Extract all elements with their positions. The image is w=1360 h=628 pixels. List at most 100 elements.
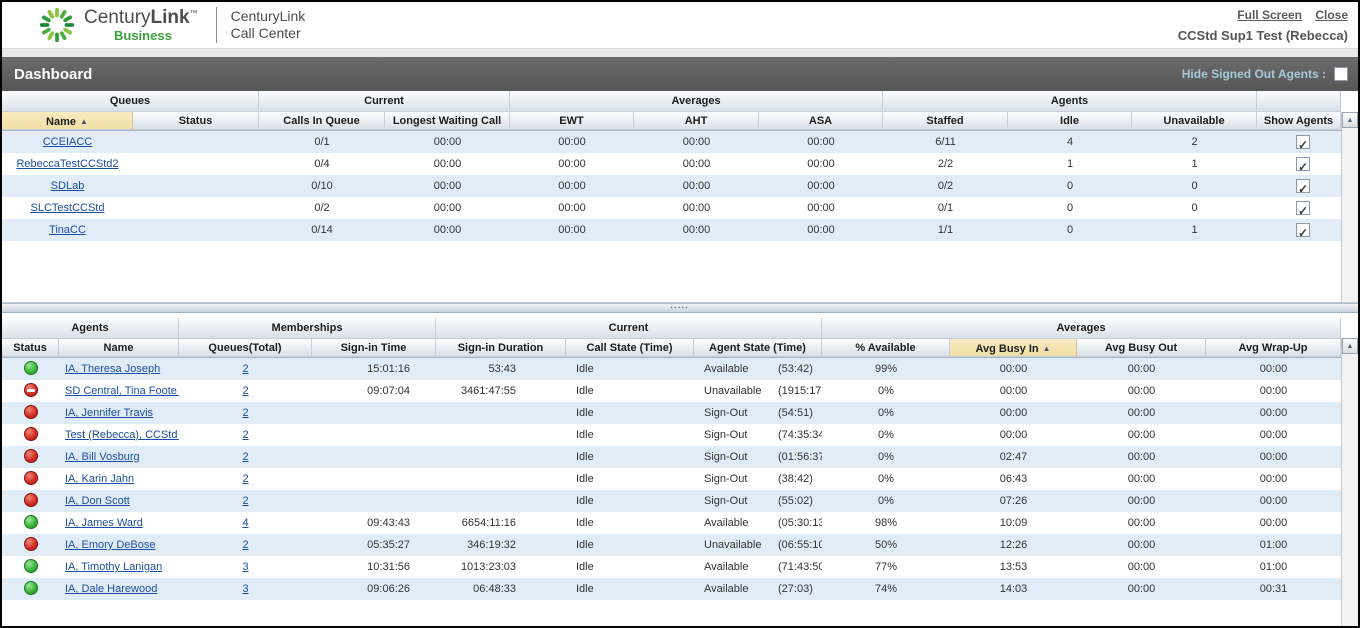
column-header-avg-busy-out[interactable]: Avg Busy Out	[1077, 339, 1206, 357]
column-header-avg-busy-in[interactable]: Avg Busy In ▲	[950, 339, 1077, 357]
column-header-agent-state[interactable]: Agent State (Time)	[694, 339, 822, 357]
agent-queues-link[interactable]: 2	[242, 451, 249, 463]
agent-queues-link[interactable]: 3	[242, 583, 249, 595]
agent-name-link[interactable]: Test (Rebecca), CCStd U	[65, 429, 179, 441]
agent-name-link[interactable]: SD Central, Tina Foote Pl	[65, 385, 179, 397]
agent-state-cell: Available(71:43:50)	[704, 561, 822, 573]
column-header-staffed[interactable]: Staffed	[883, 112, 1008, 130]
agent-queues-link[interactable]: 4	[242, 517, 249, 529]
agent-avg-wrap-up-cell: 00:00	[1259, 429, 1288, 441]
agent-avg-busy-out-cell: 00:00	[1127, 385, 1156, 397]
agent-avg-busy-in-cell: 00:00	[999, 385, 1028, 397]
column-header-idle[interactable]: Idle	[1008, 112, 1132, 130]
column-header-queues-total[interactable]: Queues(Total)	[179, 339, 312, 357]
agent-name-link[interactable]: IA, Jennifer Travis	[65, 407, 154, 419]
agent-queues-link[interactable]: 2	[242, 363, 249, 375]
column-header-call-state[interactable]: Call State (Time)	[566, 339, 694, 357]
queues-scrollbar[interactable]: ▲	[1341, 112, 1358, 302]
agent-name-link[interactable]: IA, James Ward	[65, 517, 143, 529]
agent-row: IA, Don Scott 2 Idle Sign-Out (55:02) 0% …	[2, 490, 1341, 512]
queue-ewt-cell: 00:00	[558, 136, 586, 148]
queue-asa-cell: 00:00	[807, 180, 835, 192]
agent-queues-link[interactable]: 2	[242, 473, 249, 485]
agent-avg-wrap-up-cell: 00:00	[1259, 451, 1288, 463]
agent-name-cell: SD Central, Tina Foote Pl	[59, 380, 179, 402]
column-header-pct-available[interactable]: % Available	[822, 339, 950, 357]
agent-name-link[interactable]: IA, Bill Vosburg	[65, 451, 140, 463]
queue-name-link[interactable]: SLCTestCCStd	[30, 202, 105, 214]
group-header-current: Current	[259, 91, 510, 112]
agent-avg-wrap-up-cell: 00:00	[1259, 495, 1288, 507]
agent-state-cell: Sign-Out(01:56:37)	[704, 451, 822, 463]
group-header-averages: Averages	[510, 91, 883, 112]
full-screen-link[interactable]: Full Screen	[1237, 7, 1302, 22]
agent-name-link[interactable]: IA, Don Scott	[65, 495, 130, 507]
column-header-unavailable[interactable]: Unavailable	[1132, 112, 1257, 130]
agent-name-link[interactable]: IA, Timothy Lanigan	[65, 561, 163, 573]
agent-signin-time-cell: 09:06:26	[367, 583, 410, 595]
hide-signed-out-checkbox[interactable]	[1334, 67, 1348, 81]
column-header-show-agents[interactable]: Show Agents	[1257, 112, 1341, 130]
agent-pct-available-cell: 99%	[874, 363, 898, 375]
pane-splitter[interactable]: ▪▪▪▪▪	[2, 303, 1358, 313]
agents-scrollbar[interactable]: ▲	[1341, 338, 1358, 626]
agent-status-icon	[23, 537, 38, 552]
agent-signin-duration-cell	[436, 446, 566, 468]
show-agents-checkbox[interactable]	[1296, 178, 1310, 197]
agent-queues-link[interactable]: 2	[242, 429, 249, 441]
agent-queues-link[interactable]: 2	[242, 407, 249, 419]
centurylink-starburst-icon	[39, 7, 75, 43]
queue-show-agents-cell	[1257, 153, 1341, 175]
column-header-signin-duration[interactable]: Sign-in Duration	[436, 339, 566, 357]
queue-aht-cell: 00:00	[682, 202, 711, 214]
show-agents-checkbox[interactable]	[1296, 134, 1310, 153]
column-header-signin-time[interactable]: Sign-in Time	[312, 339, 436, 357]
agent-avg-busy-in-cell: 10:09	[999, 517, 1028, 529]
agent-status-cell	[2, 512, 59, 534]
column-header-status[interactable]: Status	[133, 112, 259, 130]
agent-name-link[interactable]: IA, Emory DeBose	[65, 539, 156, 551]
agent-avg-wrap-up-cell: 00:00	[1259, 517, 1288, 529]
queue-name-link[interactable]: SDLab	[50, 180, 85, 192]
column-header-name[interactable]: Name ▲	[2, 112, 133, 130]
column-header-status[interactable]: Status	[2, 339, 59, 357]
agent-queues-link[interactable]: 3	[242, 561, 249, 573]
agent-avg-busy-in-cell: 12:26	[999, 539, 1028, 551]
agent-signin-duration-cell: 53:43	[488, 363, 516, 375]
column-header-name[interactable]: Name	[59, 339, 179, 357]
agent-name-link[interactable]: IA, Karin Jahn	[65, 473, 135, 485]
column-header-calls-in-queue[interactable]: Calls In Queue	[259, 112, 385, 130]
show-agents-checkbox[interactable]	[1296, 200, 1310, 219]
column-header-longest-waiting-call[interactable]: Longest Waiting Call	[385, 112, 510, 130]
agent-queues-link[interactable]: 2	[242, 385, 249, 397]
show-agents-checkbox[interactable]	[1296, 222, 1310, 241]
agent-queues-cell: 2	[179, 402, 312, 424]
column-header-avg-wrap-up[interactable]: Avg Wrap-Up	[1206, 339, 1341, 357]
queue-ewt-cell: 00:00	[558, 180, 586, 192]
agent-status-icon	[23, 449, 38, 464]
column-header-asa[interactable]: ASA	[759, 112, 883, 130]
queue-name-link[interactable]: RebeccaTestCCStd2	[16, 158, 119, 170]
scroll-up-icon[interactable]: ▲	[1342, 338, 1358, 354]
scroll-up-icon[interactable]: ▲	[1342, 112, 1358, 128]
group-header-averages: Averages	[822, 318, 1341, 339]
agent-avg-busy-out-cell: 00:00	[1127, 517, 1156, 529]
column-header-aht[interactable]: AHT	[634, 112, 759, 130]
column-header-ewt[interactable]: EWT	[510, 112, 634, 130]
agent-name-cell: IA, Don Scott	[59, 490, 179, 512]
agent-status-icon	[23, 383, 38, 398]
agent-state-cell: Sign-Out (54:51)	[704, 407, 813, 419]
agent-signin-time-cell: 15:01:16	[367, 363, 410, 375]
agent-name-link[interactable]: IA, Dale Harewood	[65, 583, 158, 595]
agent-queues-link[interactable]: 2	[242, 495, 249, 507]
agent-pct-available-cell: 0%	[878, 495, 894, 507]
queue-name-cell: TinaCC	[2, 219, 133, 241]
queue-name-link[interactable]: TinaCC	[49, 224, 86, 236]
agent-queues-link[interactable]: 2	[242, 539, 249, 551]
close-link[interactable]: Close	[1315, 7, 1348, 22]
show-agents-checkbox[interactable]	[1296, 156, 1310, 175]
queue-name-link[interactable]: CCEIACC	[42, 136, 93, 148]
agent-avg-wrap-up-cell: 00:00	[1259, 385, 1288, 397]
agent-avg-busy-in-cell: 06:43	[999, 473, 1028, 485]
agent-name-link[interactable]: IA, Theresa Joseph	[65, 363, 161, 375]
